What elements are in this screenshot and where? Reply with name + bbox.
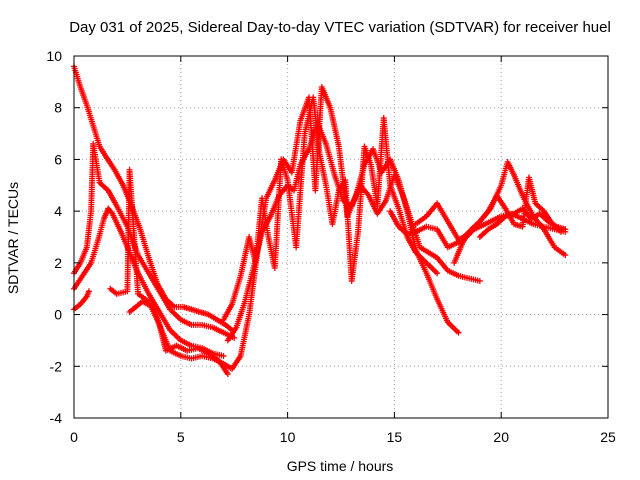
data-point [562,226,569,233]
data-point [108,209,115,216]
data-point [220,352,227,359]
x-tick-label: 0 [70,429,78,445]
x-tick-label: 25 [600,429,616,445]
x-tick-label: 5 [177,429,185,445]
x-axis-label: GPS time / hours [287,458,394,474]
series-track-12 [476,205,569,240]
data-point [85,288,92,295]
data-point [224,371,231,378]
data-point [455,329,462,336]
series-track-8 [224,120,483,344]
data-markers [71,63,569,378]
y-tick-label: 2 [54,255,62,271]
y-tick-label: 4 [54,203,62,219]
y-tick-label: 0 [54,307,62,323]
x-tick-label: 10 [280,429,296,445]
plot-frame [73,55,609,419]
x-tick-label: 15 [387,429,403,445]
series-track-1 [71,63,236,334]
data-point [558,228,565,235]
y-tick-label: 8 [54,100,62,116]
grid-lines [74,56,608,418]
series-track-3 [71,205,227,359]
y-tick-label: -4 [50,410,63,426]
y-tick-label: 10 [46,48,62,64]
y-tick-label: -2 [50,358,63,374]
axis-ticks: 0 5 10 15 20 25 -4 -2 0 2 4 6 8 10 [46,48,616,445]
y-tick-label: 6 [54,151,62,167]
series-track-10 [412,159,569,259]
chart-title: Day 031 of 2025, Sidereal Day-to-day VTE… [69,19,611,36]
x-tick-label: 20 [493,429,509,445]
data-point [562,252,569,259]
series-track-4 [71,288,92,313]
data-point [434,270,441,277]
data-point [476,277,483,284]
series-track-11 [451,174,565,266]
y-axis-label: SDTVAR / TECUs [5,182,21,294]
